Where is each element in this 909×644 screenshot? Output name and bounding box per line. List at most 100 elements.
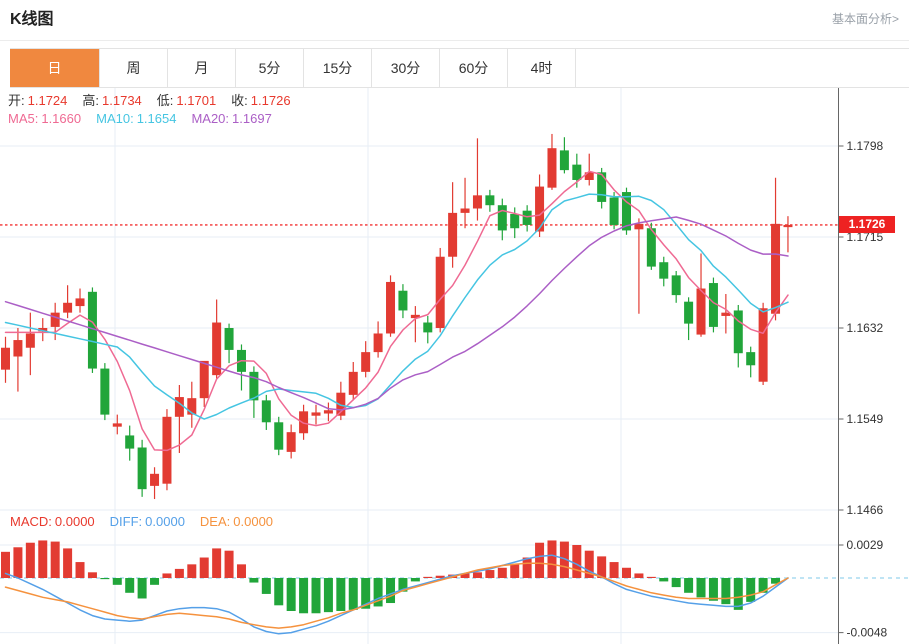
candle-body — [423, 322, 433, 333]
ohlc-legend: 开: 1.1724 高: 1.1734 低: 1.1701 收: 1.1726 — [8, 90, 306, 109]
macd-bar — [597, 556, 607, 578]
candle-body — [696, 288, 706, 335]
macd-bar — [174, 568, 184, 578]
macd-bar — [733, 578, 743, 610]
macd-bar — [423, 576, 433, 578]
candle-body — [659, 262, 669, 279]
macd-bar — [87, 572, 97, 578]
macd-bar — [535, 542, 545, 578]
macd-bar — [199, 557, 209, 578]
legend-item-ma20: MA20: 1.1697 — [191, 111, 272, 126]
macd-bar — [236, 564, 246, 578]
ma10-line — [4, 193, 789, 420]
candle-body — [174, 397, 184, 417]
macd-bar — [249, 578, 259, 583]
candle-body — [398, 290, 408, 311]
candle-body — [75, 298, 85, 307]
candle-body — [38, 328, 48, 332]
legend-item-macd: MACD: 0.0000 — [10, 514, 95, 529]
dea-line — [4, 562, 789, 629]
macd-bar — [410, 578, 420, 582]
macd-bar — [361, 578, 371, 609]
candle-body — [410, 314, 420, 319]
macd-bar — [75, 562, 85, 578]
tab-5分[interactable]: 5分 — [236, 49, 304, 87]
candle-body — [150, 473, 160, 486]
macd-bar — [162, 573, 172, 578]
legend-item-close: 收: 1.1726 — [231, 93, 291, 108]
candle-body — [448, 212, 458, 257]
period-tabs: 日周月 5分 15分 30分 60分 4时 — [10, 48, 909, 88]
macd-bar — [510, 564, 520, 578]
kline-chart-canvas[interactable]: 1.1798 1.1715 1.1632 1.1549 1.1466 0.0029 -0.0… — [0, 88, 909, 644]
tab-周[interactable]: 周 — [100, 49, 168, 87]
candle-body — [249, 371, 259, 401]
candle-body — [311, 412, 321, 416]
macd-bar — [472, 572, 482, 578]
axis-label: 0.0029 — [847, 538, 884, 552]
candle-body — [137, 447, 147, 490]
candle-body — [299, 411, 309, 434]
macd-bar — [212, 548, 222, 578]
candle-body — [622, 192, 631, 231]
legend-item-low: 低: 1.1701 — [156, 93, 217, 108]
tab-4时[interactable]: 4时 — [508, 49, 576, 87]
candle-body — [274, 422, 284, 450]
macd-bar — [38, 540, 48, 578]
candle-body — [460, 208, 470, 213]
candle-body — [783, 224, 793, 228]
ma20-line — [4, 216, 789, 411]
macd-bar — [311, 578, 321, 614]
chart-area: 1.1798 1.1715 1.1632 1.1549 1.1466 0.0029 -0.0… — [0, 88, 909, 644]
candle-body — [336, 392, 346, 416]
macd-bar — [50, 541, 60, 578]
candle-body — [261, 400, 271, 423]
candle-body — [1, 347, 10, 370]
candle-body — [684, 301, 694, 324]
legend-item-diff: DIFF: 0.0000 — [109, 514, 185, 529]
macd-bar — [485, 570, 495, 578]
macd-bar — [497, 567, 507, 578]
candle-body — [634, 223, 644, 230]
candle-body — [323, 410, 333, 414]
macd-bar — [758, 578, 768, 593]
macd-bar — [559, 541, 569, 578]
candle-body — [361, 352, 371, 372]
candle-body — [13, 340, 23, 357]
candle-body — [708, 283, 718, 327]
macd-bar — [547, 540, 557, 578]
candle-body — [485, 195, 495, 206]
candle-body — [87, 291, 97, 369]
current-price-tag: 1.1726 — [839, 216, 895, 234]
fundamental-analysis-link[interactable]: 基本面分析> — [831, 12, 899, 26]
macd-bar — [721, 578, 731, 605]
tab-60分[interactable]: 60分 — [440, 49, 508, 87]
axis-label: 1.1798 — [847, 139, 884, 153]
macd-bar — [224, 550, 234, 578]
candle-body — [212, 322, 222, 376]
tab-日[interactable]: 日 — [10, 49, 100, 87]
candle-body — [646, 228, 656, 267]
candle-body — [63, 302, 73, 313]
macd-bar — [522, 557, 532, 578]
candle-body — [584, 172, 594, 180]
macd-bar — [659, 578, 669, 582]
candle-body — [286, 432, 296, 452]
macd-bar — [112, 578, 122, 585]
tab-月[interactable]: 月 — [168, 49, 236, 87]
legend-item-dea: DEA: 0.0000 — [199, 514, 274, 529]
tab-15分[interactable]: 15分 — [304, 49, 372, 87]
tab-30分[interactable]: 30分 — [372, 49, 440, 87]
macd-bar — [150, 578, 160, 585]
macd-bar — [261, 578, 271, 594]
candle-body — [721, 312, 731, 316]
candle-body — [199, 360, 209, 399]
candle-body — [187, 398, 197, 415]
macd-bar — [609, 562, 619, 578]
macd-bar — [584, 550, 594, 578]
macd-bar — [274, 578, 284, 606]
legend-item-ma5: MA5: 1.1660 — [8, 111, 82, 126]
macd-bar — [373, 578, 383, 607]
macd-bar — [671, 578, 681, 588]
axis-label: 1.1549 — [847, 412, 884, 426]
